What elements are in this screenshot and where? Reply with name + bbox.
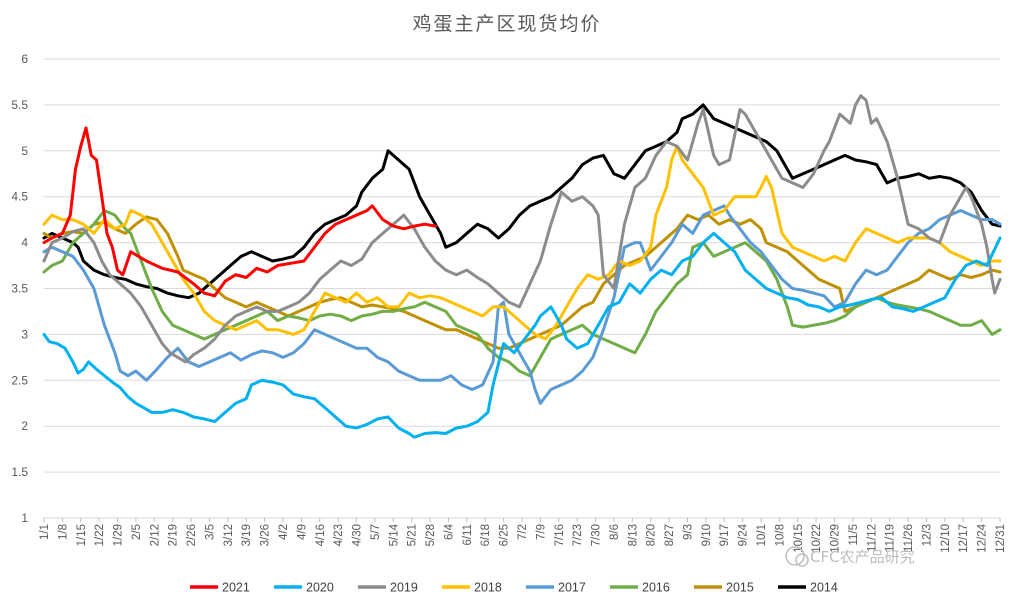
y-tick-label: 5: [21, 144, 28, 158]
x-tick-label: 8/6: [609, 524, 621, 540]
x-tick-label: 6/18: [480, 524, 492, 546]
y-axis-tick-labels: 1 1.5 2 2.5 3 3.5 4 4.5 5 5.5 6: [11, 52, 28, 525]
series-line-2021: [42, 126, 437, 298]
wechat-icon-bubble: [795, 553, 809, 567]
y-tick-label: 2: [21, 419, 28, 433]
series-line-2014: [42, 103, 1002, 300]
x-tick-label: 1/15: [76, 524, 88, 546]
series-line-2017: [42, 204, 1002, 405]
y-tick-label: 4: [21, 236, 28, 250]
x-tick-label: 5/21: [407, 524, 419, 546]
series-line-2016: [42, 209, 1002, 378]
x-tick-label: 10/1: [756, 524, 768, 546]
x-tick-label: 12/3: [921, 524, 933, 546]
legend: 2021 2020 2019 2018 2017 2016 2015 2014: [190, 581, 838, 595]
x-tick-label: 6/25: [499, 524, 511, 546]
x-tick-label: 3/12: [223, 524, 235, 546]
x-tick-label: 6/4: [443, 523, 455, 540]
x-tick-label: 7/30: [591, 524, 603, 546]
x-tick-label: 7/16: [554, 524, 566, 546]
x-tick-label: 11/12: [866, 524, 878, 552]
x-tick-label: 10/15: [793, 524, 805, 553]
x-tick-label: 7/23: [572, 524, 584, 546]
x-tick-label: 1/29: [113, 524, 125, 546]
x-tick-label: 5/28: [425, 524, 437, 546]
x-tick-label: 4/2: [278, 524, 290, 540]
x-tick-label: 12/24: [977, 523, 989, 552]
legend-label-2019: 2019: [390, 581, 418, 595]
x-tick-label: 4/16: [315, 524, 327, 546]
x-tick-label: 11/19: [885, 524, 897, 552]
x-tick-label: 4/9: [296, 524, 308, 540]
x-tick-label: 2/26: [186, 524, 198, 546]
gridlines: [44, 58, 1000, 519]
legend-label-2014: 2014: [810, 581, 838, 595]
x-tick-label: 12/17: [958, 524, 970, 553]
x-tick-label: 3/19: [241, 524, 253, 546]
x-tick-label: 11/26: [903, 524, 915, 552]
x-tick-label: 4/23: [333, 524, 345, 546]
watermark-text: CFC农产品研究: [810, 548, 915, 566]
legend-label-2017: 2017: [558, 581, 586, 595]
x-tick-label: 5/7: [370, 524, 382, 540]
legend-label-2020: 2020: [306, 581, 334, 595]
x-tick-label: 9/17: [719, 524, 731, 546]
x-tick-label: 8/27: [664, 524, 676, 546]
series-line-2018: [42, 144, 1002, 341]
x-tick-label: 5/14: [388, 523, 400, 546]
x-tick-label: 8/13: [627, 524, 639, 546]
chart-title: 鸡蛋主产区现货均价: [412, 13, 601, 35]
legend-label-2016: 2016: [642, 581, 670, 595]
x-tick-label: 9/3: [682, 524, 694, 540]
x-tick-label: 3/26: [260, 524, 272, 546]
x-tick-label: 12/31: [995, 524, 1007, 553]
y-tick-label: 3: [21, 327, 28, 341]
x-tick-label: 1/1: [39, 524, 51, 540]
x-tick-label: 10/22: [811, 524, 823, 553]
x-tick-label: 7/2: [517, 524, 529, 540]
series-line-2020: [42, 231, 1002, 439]
x-tick-label: 1/22: [94, 524, 106, 546]
x-tick-label: 9/10: [701, 524, 713, 546]
y-tick-label: 4.5: [11, 190, 28, 204]
x-tick-label: 10/8: [774, 524, 786, 546]
x-tick-label: 9/24: [738, 523, 750, 546]
y-tick-label: 1.5: [11, 465, 28, 479]
x-tick-label: 3/5: [204, 524, 216, 540]
x-axis-tick-labels: 1/1 1/8 1/15 1/22 1/29 2/5 2/12 2/19 2/26 3/5 3/12…: [39, 518, 1007, 553]
x-tick-label: 2/12: [149, 524, 161, 546]
legend-label-2015: 2015: [726, 581, 754, 595]
y-tick-label: 2.5: [11, 373, 28, 387]
y-tick-label: 3.5: [11, 282, 28, 296]
legend-label-2021: 2021: [222, 581, 250, 595]
x-tick-label: 4/30: [352, 524, 364, 546]
x-tick-label: 2/5: [131, 524, 143, 540]
x-tick-label: 8/20: [646, 524, 658, 546]
series-line-2019: [42, 94, 1002, 364]
x-tick-label: 1/8: [57, 524, 69, 540]
x-tick-label: 6/11: [462, 524, 474, 546]
x-tick-label: 2/19: [168, 524, 180, 546]
x-tick-label: 11/5: [848, 524, 860, 546]
y-tick-label: 5.5: [11, 98, 28, 112]
series-lines: [42, 94, 1002, 439]
x-tick-label: 12/10: [940, 524, 952, 553]
legend-label-2018: 2018: [474, 581, 502, 595]
wechat-icon: [785, 546, 805, 566]
x-tick-label: 7/9: [535, 524, 547, 540]
x-tick-label: 10/29: [830, 524, 842, 553]
y-tick-label: 1: [21, 511, 28, 525]
y-tick-label: 6: [21, 52, 28, 66]
watermark: CFC农产品研究: [785, 546, 915, 567]
